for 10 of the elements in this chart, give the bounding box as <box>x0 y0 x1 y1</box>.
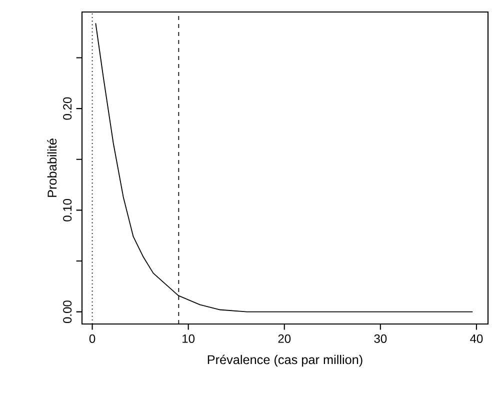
x-tick-label: 30 <box>374 334 387 343</box>
y-axis-title: Probabilité <box>47 138 57 197</box>
y-tick-label: 0.10 <box>63 198 72 222</box>
x-tick-label: 10 <box>182 334 195 343</box>
x-tick-label: 40 <box>470 334 483 343</box>
x-tick-label: 0 <box>89 334 96 343</box>
y-tick-label: 0.00 <box>63 300 72 324</box>
x-tick-label: 20 <box>278 334 291 343</box>
y-tick-label: 0.20 <box>63 97 72 120</box>
x-axis-title: Prévalence (cas par million) <box>208 354 362 367</box>
